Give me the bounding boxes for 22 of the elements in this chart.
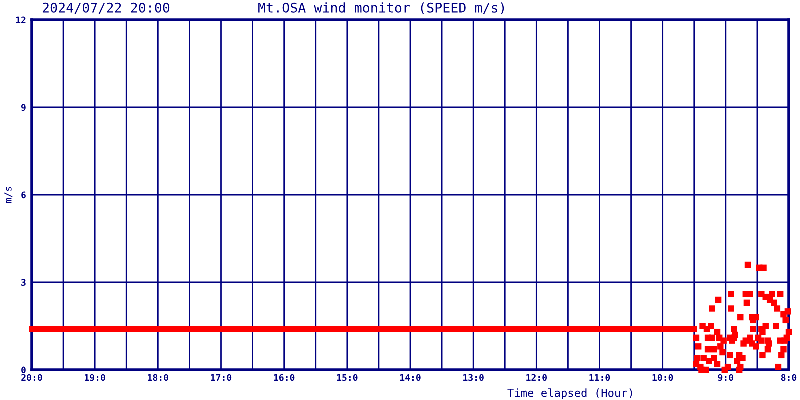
x-tick-label: 20:0 bbox=[22, 374, 42, 382]
y-tick-label: 12 bbox=[16, 16, 26, 24]
x-tick-label: 9:0 bbox=[718, 374, 734, 382]
y-tick-label: 0 bbox=[22, 366, 26, 374]
y-axis-title: m/s bbox=[4, 187, 13, 204]
x-tick-label: 18:0 bbox=[148, 374, 168, 382]
x-tick-label: 15:0 bbox=[337, 374, 358, 382]
y-tick-label: 3 bbox=[22, 279, 26, 286]
x-tick-label: 14:0 bbox=[400, 374, 421, 382]
x-tick-label: 16:0 bbox=[274, 374, 295, 382]
x-tick-label: 12:0 bbox=[526, 374, 547, 382]
x-tick-label: 13:0 bbox=[464, 374, 484, 382]
x-tick-label: 8:0 bbox=[781, 374, 797, 382]
chart-title: Mt.OSA wind monitor (SPEED m/s) bbox=[258, 2, 504, 14]
y-tick-label: 9 bbox=[22, 104, 26, 112]
x-tick-label: 19:0 bbox=[85, 374, 106, 382]
chart-subtitle: 2024/07/22 20:00 bbox=[42, 2, 170, 14]
y-tick-label: 6 bbox=[22, 192, 26, 199]
x-tick-label: 11:0 bbox=[590, 374, 610, 382]
x-tick-label: 17:0 bbox=[211, 374, 232, 382]
x-axis-title: Time elapsed (Hour) bbox=[508, 388, 632, 400]
x-tick-label: 10:0 bbox=[652, 374, 674, 382]
